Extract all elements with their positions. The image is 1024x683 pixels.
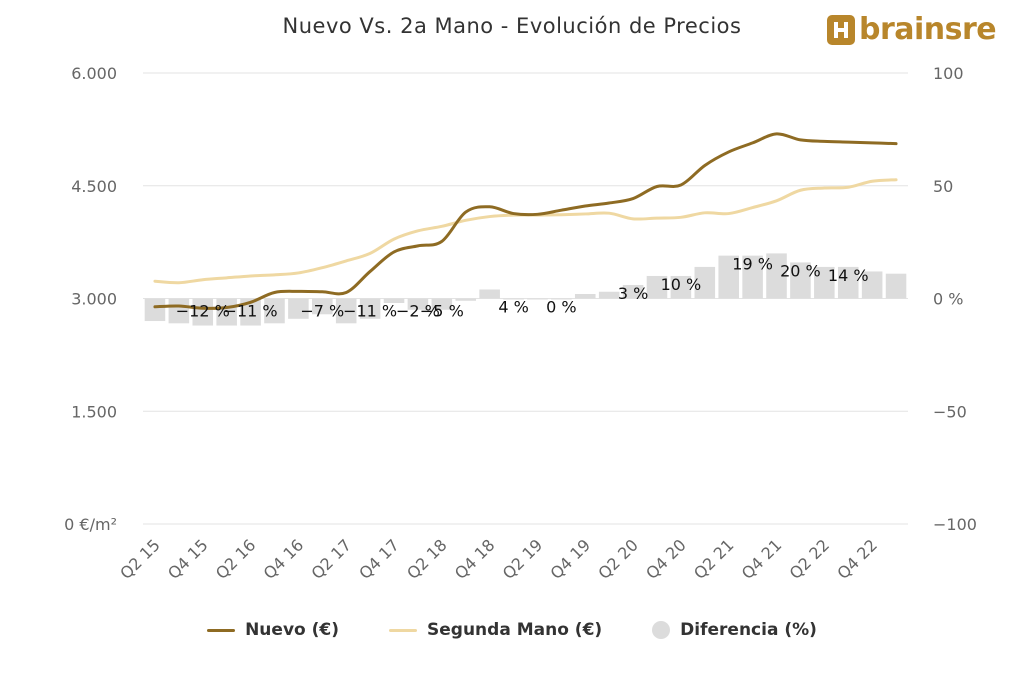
- diferencia-bar: [766, 253, 787, 299]
- chart-title: Nuevo Vs. 2a Mano - Evolución de Precios: [282, 14, 742, 38]
- diferencia-bar: [574, 293, 596, 299]
- y-right-tick-label: −100: [933, 515, 977, 534]
- diferencia-bar: [718, 255, 739, 299]
- diferencia-data-label: −11 %: [343, 302, 397, 321]
- x-tick-label: Q4 21: [738, 535, 786, 583]
- nuevo-line: [153, 132, 898, 310]
- diferencia-bar: [598, 291, 620, 299]
- diferencia-data-label: −7 %: [300, 302, 344, 321]
- diferencia-data-label: 4 %: [498, 298, 528, 317]
- diferencia-bar: [670, 275, 692, 299]
- x-tick-label: Q2 17: [308, 535, 356, 583]
- diferencia-bar: [407, 298, 429, 310]
- x-tick-label: Q2 16: [212, 535, 260, 583]
- chart-area: 6.000 100 4.500 50 3.000 0 % 1.500 −50 0 €/m² −10…: [64, 64, 977, 583]
- legend-nuevo-label: Nuevo (€): [245, 620, 339, 640]
- diferencia-bar: [192, 298, 214, 326]
- diferencia-data-label: 20 %: [780, 261, 821, 280]
- y-left-tick-label: 0 €/m²: [64, 515, 117, 534]
- x-tick-label: Q2 19: [499, 535, 547, 583]
- diferencia-bar: [885, 273, 907, 299]
- diferencia-bar: [837, 266, 859, 299]
- y-right-tick-label: 50: [933, 177, 953, 196]
- legend-item-segunda[interactable]: Segunda Mano (€): [389, 620, 602, 640]
- diferencia-bar: [144, 298, 166, 322]
- y-left-tick-label: 6.000: [71, 64, 117, 83]
- logo-text: brainsre: [859, 12, 997, 47]
- x-tick-label: Q4 15: [164, 535, 212, 583]
- x-tick-label: Q4 16: [260, 535, 308, 583]
- legend-item-diferencia[interactable]: Diferencia (%): [652, 620, 817, 640]
- legend-segunda-label: Segunda Mano (€): [427, 620, 603, 640]
- diferencia-bar: [551, 298, 572, 300]
- diferencia-bar: [622, 284, 644, 299]
- x-tick-label: Q2 20: [594, 535, 642, 583]
- diferencia-data-label: −12 %: [176, 302, 230, 321]
- diferencia-bar: [527, 298, 548, 300]
- diferencia-data-label: −2 %: [396, 302, 440, 321]
- diferencia-bar: [861, 271, 883, 299]
- diferencia-data-label: −11 %: [224, 302, 278, 321]
- diferencia-bar: [359, 298, 381, 319]
- legend-diferencia-label: Diferencia (%): [680, 620, 817, 640]
- legend-item-nuevo[interactable]: Nuevo (€): [207, 620, 339, 640]
- legend: Nuevo (€) Segunda Mano (€) Diferencia (%…: [0, 620, 1024, 640]
- diferencia-bar: [646, 275, 668, 299]
- diferencia-bar: [288, 298, 309, 319]
- x-tick-label: Q4 18: [451, 535, 499, 583]
- diferencia-bar: [503, 298, 524, 300]
- x-tick-label: Q4 19: [547, 535, 595, 583]
- diferencia-bar: [383, 298, 405, 304]
- diferencia-data-label: 0 %: [546, 298, 576, 317]
- diferencia-data-label: 3 %: [618, 284, 648, 303]
- diferencia-data-label: 19 %: [732, 255, 773, 274]
- y-left-tick-label: 4.500: [71, 177, 117, 196]
- diferencia-bar: [431, 298, 453, 310]
- diferencia-bar: [790, 262, 811, 299]
- brainsre-logo-icon: [827, 14, 855, 45]
- diferencia-data-label: 10 %: [661, 275, 702, 294]
- x-tick-label: Q2 15: [116, 535, 164, 583]
- diferencia-bar: [312, 298, 333, 315]
- x-tick-label: Q2 22: [786, 535, 834, 583]
- x-tick-label: Q2 18: [403, 535, 451, 583]
- legend-segunda-swatch: [389, 628, 417, 632]
- y-right-tick-label: 0 %: [933, 290, 963, 309]
- diferencia-bar: [479, 289, 500, 299]
- diferencia-bar: [742, 255, 763, 299]
- brand-logo: brainsre: [827, 12, 997, 47]
- diferencia-bar: [814, 266, 835, 299]
- diferencia-data-label: −5 %: [420, 302, 464, 321]
- y-left-tick-label: 1.500: [71, 402, 117, 421]
- y-right-tick-label: −50: [933, 402, 967, 421]
- x-tick-label: Q4 17: [355, 535, 403, 583]
- diferencia-bar: [455, 298, 477, 301]
- legend-nuevo-swatch: [207, 628, 236, 632]
- y-left-tick-label: 3.000: [71, 290, 117, 309]
- legend-diferencia-swatch: [652, 621, 671, 639]
- diferencia-bar: [694, 266, 716, 299]
- x-tick-label: Q4 20: [642, 535, 690, 583]
- diferencia-bar: [335, 298, 357, 324]
- x-tick-label: Q2 21: [690, 535, 738, 583]
- x-tick-label: Q4 22: [833, 535, 881, 583]
- diferencia-data-label: 14 %: [828, 266, 869, 285]
- diferencia-bar: [264, 298, 285, 324]
- y-right-tick-label: 100: [933, 64, 964, 83]
